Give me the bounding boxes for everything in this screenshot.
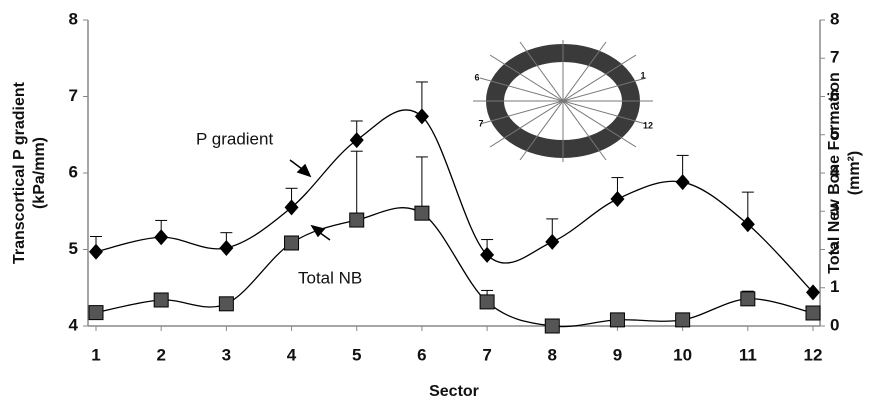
x-tick-label: 12 [804,345,823,364]
y-tick-label: 5 [69,239,78,258]
diamond-marker [154,229,168,245]
square-marker [89,306,103,320]
y-tick-label: 7 [69,86,78,105]
series-line [96,208,813,327]
y2-tick-label: 8 [830,9,839,28]
diamond-marker [350,132,364,148]
diamond-marker [545,234,559,250]
x-tick-label: 11 [739,345,757,364]
x-tick-label: 6 [417,345,426,364]
square-marker [415,206,429,220]
diamond-marker [285,199,299,215]
y-tick-label: 8 [69,9,78,28]
square-marker [676,313,690,327]
y-tick-label: 6 [69,162,78,181]
y-tick-label: 4 [69,315,79,334]
y-axis-label: Transcortical P gradient [11,81,28,264]
y2-axis-label: (mm²) [846,151,863,195]
x-tick-label: 10 [673,345,692,364]
square-marker [350,213,364,227]
x-tick-label: 2 [156,345,165,364]
x-tick-label: 7 [482,345,491,364]
diamond-marker [741,216,755,232]
square-marker [285,236,299,250]
square-marker [806,306,820,320]
square-marker [610,313,624,327]
inset-label: 7 [478,118,483,128]
sector-lines [473,40,653,162]
x-tick-label: 1 [91,345,100,364]
y2-tick-label: 4 [830,162,840,181]
inset-label: 1 [640,70,645,80]
x-axis-label: Sector [429,383,479,400]
square-marker [154,293,168,307]
x-tick-label: 9 [613,345,622,364]
diamond-marker [676,174,690,190]
y2-tick-label: 5 [830,124,839,143]
x-tick-label: 8 [548,345,557,364]
x-tick-label: 4 [287,345,297,364]
diamond-marker [89,244,103,260]
square-marker [219,297,233,311]
x-tick-label: 3 [222,345,231,364]
diamond-marker [219,240,233,256]
y2-tick-label: 3 [830,201,839,220]
sector-inset: 6 1 7 12 [473,40,653,162]
square-marker [480,295,494,309]
x-tick-label: 5 [352,345,361,364]
square-marker [741,292,755,306]
y2-tick-label: 7 [830,48,839,67]
y2-tick-label: 6 [830,86,839,105]
square-marker [545,319,559,333]
y2-tick-label: 1 [830,277,839,296]
inset-label: 12 [643,120,653,130]
diamond-marker [610,191,624,207]
annotation: P gradient [196,129,273,148]
y2-tick-label: 0 [830,315,839,334]
chart: 6 1 7 12 P gradient Total NB Sector Tran… [0,0,869,404]
y2-tick-label: 2 [830,239,839,258]
inset-label: 6 [474,72,479,82]
y-axis-label: (kPa/mm) [31,137,48,209]
annotation: Total NB [298,268,362,287]
